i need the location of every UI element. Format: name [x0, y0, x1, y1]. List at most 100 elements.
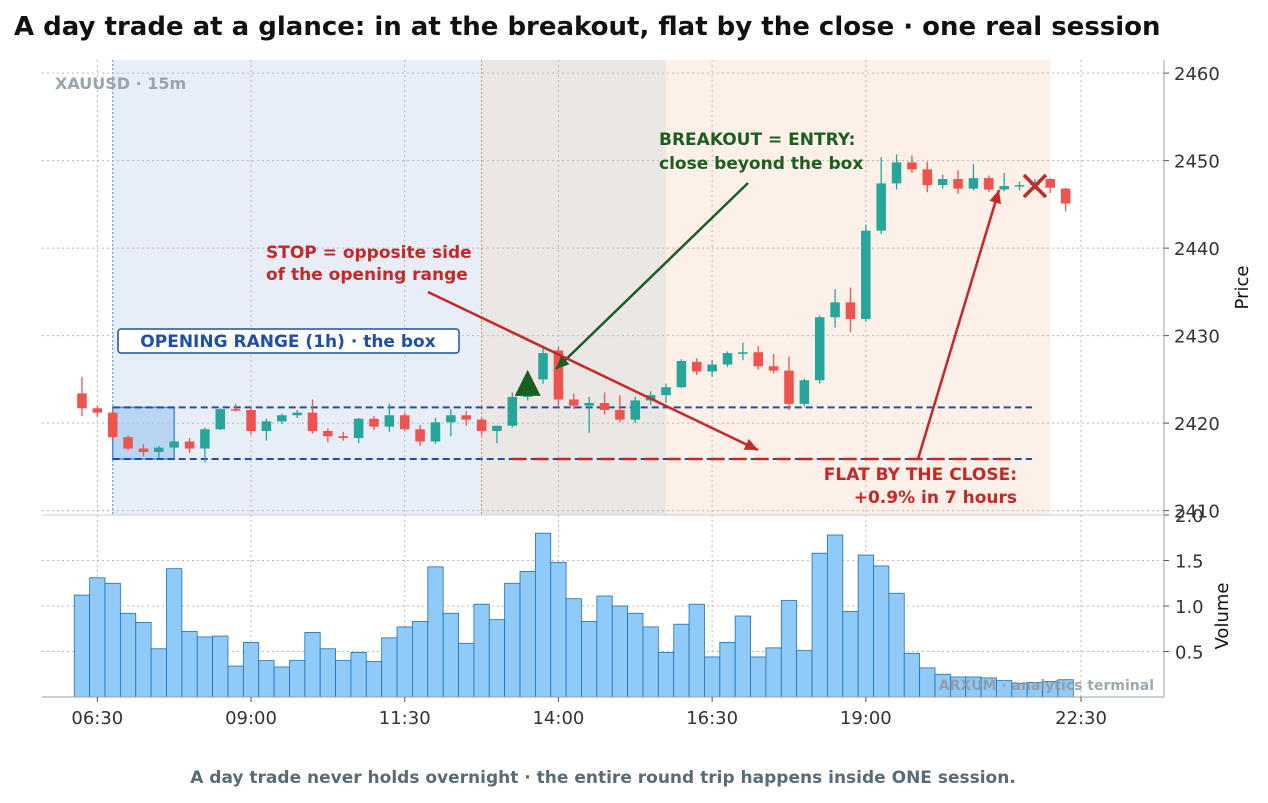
candle-body: [691, 361, 702, 372]
volume-bar-44: [750, 656, 767, 698]
candle-body: [630, 400, 641, 420]
volume-bar-48: [811, 552, 828, 698]
candle-32: [569, 393, 579, 410]
volume-bar-16: [319, 648, 336, 698]
volume-bar-37: [642, 626, 659, 698]
volume-bar-20: [381, 637, 398, 698]
candle-body: [830, 302, 840, 318]
candle-10: [230, 403, 241, 412]
candle-52: [876, 157, 886, 235]
price-tick-label-1: 2420: [1174, 414, 1220, 435]
candle-body: [492, 425, 502, 431]
candle-body: [353, 418, 364, 438]
candle-58: [968, 164, 979, 191]
flat-arrow-shaft: [916, 189, 1001, 460]
volume-bar-51: [857, 554, 874, 698]
volume-bar-13: [273, 666, 290, 698]
candle-43: [738, 342, 748, 361]
volume-bar-34: [596, 595, 613, 698]
candle-body: [446, 415, 456, 423]
volume-bar-39: [673, 623, 690, 698]
candle-body: [799, 380, 810, 404]
candle-body: [615, 410, 625, 420]
volume-bar-2: [104, 582, 121, 698]
volume-tick-label-2: 1.5: [1175, 552, 1204, 573]
candle-19: [369, 416, 379, 431]
volume-bar-14: [289, 660, 306, 698]
volume-bar-32: [565, 598, 582, 698]
volume-bar-43: [734, 615, 751, 698]
candle-30: [538, 347, 548, 384]
volume-bar-27: [488, 619, 506, 698]
candle-53: [891, 154, 902, 190]
price-tick-label-2: 2430: [1174, 327, 1220, 348]
volume-bar-40: [688, 603, 705, 698]
candle-body: [922, 169, 933, 186]
candle-body: [999, 186, 1009, 190]
x-tick-label-6: 22:30: [1055, 708, 1107, 729]
volume-bar-46: [780, 600, 798, 698]
entry-arrow-shaft: [555, 182, 749, 370]
volume-bar-33: [581, 621, 598, 698]
volume-bar-52: [873, 565, 890, 698]
candle-body: [661, 387, 671, 396]
candle-body: [907, 162, 917, 170]
stop-label-line1: STOP = opposite side: [266, 243, 472, 263]
candle-49: [830, 289, 840, 328]
volume-bar-30: [534, 532, 552, 698]
candle-46: [784, 356, 794, 410]
volume-bar-55: [919, 667, 936, 698]
candle-body: [507, 396, 518, 426]
volume-bar-11: [242, 642, 260, 698]
candle-23: [430, 417, 441, 445]
candle-body: [1045, 179, 1056, 188]
volume-bar-28: [504, 582, 521, 698]
volume-bar-23: [427, 566, 444, 698]
candle-4: [138, 444, 149, 457]
candle-body: [123, 437, 133, 449]
volume-bar-19: [365, 661, 383, 698]
price-tick-label-4: 2450: [1174, 152, 1220, 173]
chart-title: A day trade at a glance: in at the break…: [14, 12, 1161, 42]
box-label: OPENING RANGE (1h) · the box: [140, 332, 435, 352]
volume-bar-35: [611, 605, 628, 698]
volume-bar-10: [227, 665, 244, 698]
volume-tick-label-1: 1.0: [1175, 597, 1204, 618]
candle-11: [246, 406, 256, 435]
stop-arrow-head: [743, 438, 758, 450]
candle-body: [292, 412, 302, 416]
candle-51: [861, 224, 871, 322]
candle-body: [323, 431, 333, 437]
volume-bar-5: [150, 648, 167, 698]
candle-64: [1060, 187, 1071, 212]
candle-59: [984, 175, 994, 193]
candle-body: [753, 352, 764, 367]
candle-41: [707, 360, 717, 377]
candle-body: [154, 447, 164, 452]
candle-body: [814, 317, 825, 381]
candle-57: [953, 170, 963, 194]
candle-body: [369, 418, 379, 427]
volume-bar-29: [519, 571, 536, 698]
volume-bar-42: [719, 642, 736, 698]
candle-26: [476, 417, 487, 436]
candle-body: [891, 162, 902, 184]
candle-body: [261, 421, 272, 431]
volume-bar-50: [842, 611, 859, 698]
flat-label-line2: +0.9% in 7 hours: [854, 488, 1017, 508]
candle-body: [246, 410, 256, 431]
volume-axis-label: Volume: [1212, 583, 1233, 650]
x-tick-label-2: 11:30: [379, 708, 431, 729]
candle-45: [768, 354, 779, 374]
zone-late: [666, 60, 1051, 515]
candle-body: [77, 393, 87, 409]
candle-44: [753, 346, 764, 370]
candle-body: [861, 230, 871, 319]
candle-61: [1014, 181, 1025, 191]
candle-56: [937, 174, 948, 189]
candle-0: [77, 376, 87, 417]
candle-body: [430, 422, 441, 442]
axes: 2410 2420 2430 2440 2450 2460 0.5 1.0 1.5 2.0 06:3…: [42, 60, 1253, 729]
volume-bar-3: [119, 612, 137, 698]
